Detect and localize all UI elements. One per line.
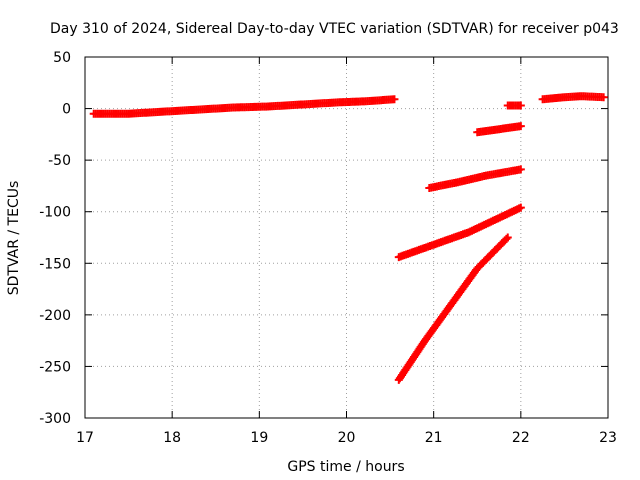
data-point	[502, 234, 511, 243]
data-point	[516, 122, 525, 131]
grid	[85, 57, 608, 418]
series-arc-6	[394, 203, 525, 262]
x-tick-label: 20	[338, 430, 356, 446]
y-tick-label: -50	[48, 153, 71, 169]
y-tick-label: -300	[39, 411, 71, 427]
series-arc-7	[394, 233, 512, 384]
data-point	[503, 233, 512, 242]
x-tick-label: 22	[512, 430, 530, 446]
x-axis-title: GPS time / hours	[287, 459, 404, 475]
series-arc-2	[503, 101, 525, 110]
y-tick-label: -250	[39, 359, 71, 375]
y-tick-label: -200	[39, 308, 71, 324]
y-tick-label: 0	[62, 102, 71, 118]
series-arc-4	[473, 122, 525, 137]
x-tick-label: 19	[250, 430, 268, 446]
x-tick-label: 21	[425, 430, 443, 446]
data-series	[89, 92, 608, 384]
x-tick-label: 17	[76, 430, 94, 446]
series-arc-1	[89, 95, 399, 118]
chart-title: Day 310 of 2024, Sidereal Day-to-day VTE…	[50, 21, 619, 37]
series-arc-3	[538, 92, 608, 104]
data-point	[599, 93, 608, 102]
data-point	[516, 165, 525, 174]
x-tick-label: 23	[599, 430, 617, 446]
data-point	[390, 95, 399, 104]
y-tick-label: 50	[53, 50, 71, 66]
data-point	[516, 101, 525, 110]
y-tick-label: -150	[39, 256, 71, 272]
data-point	[516, 203, 525, 212]
series-arc-5	[425, 165, 525, 192]
x-tick-label: 18	[163, 430, 181, 446]
y-axis-title: SDTVAR / TECUs	[6, 181, 22, 296]
y-tick-label: -100	[39, 205, 71, 221]
axis-ticks: 17 18 19 20 21 22 23 50 0 -50 -100 -150 -200 -250 -300	[39, 50, 617, 446]
